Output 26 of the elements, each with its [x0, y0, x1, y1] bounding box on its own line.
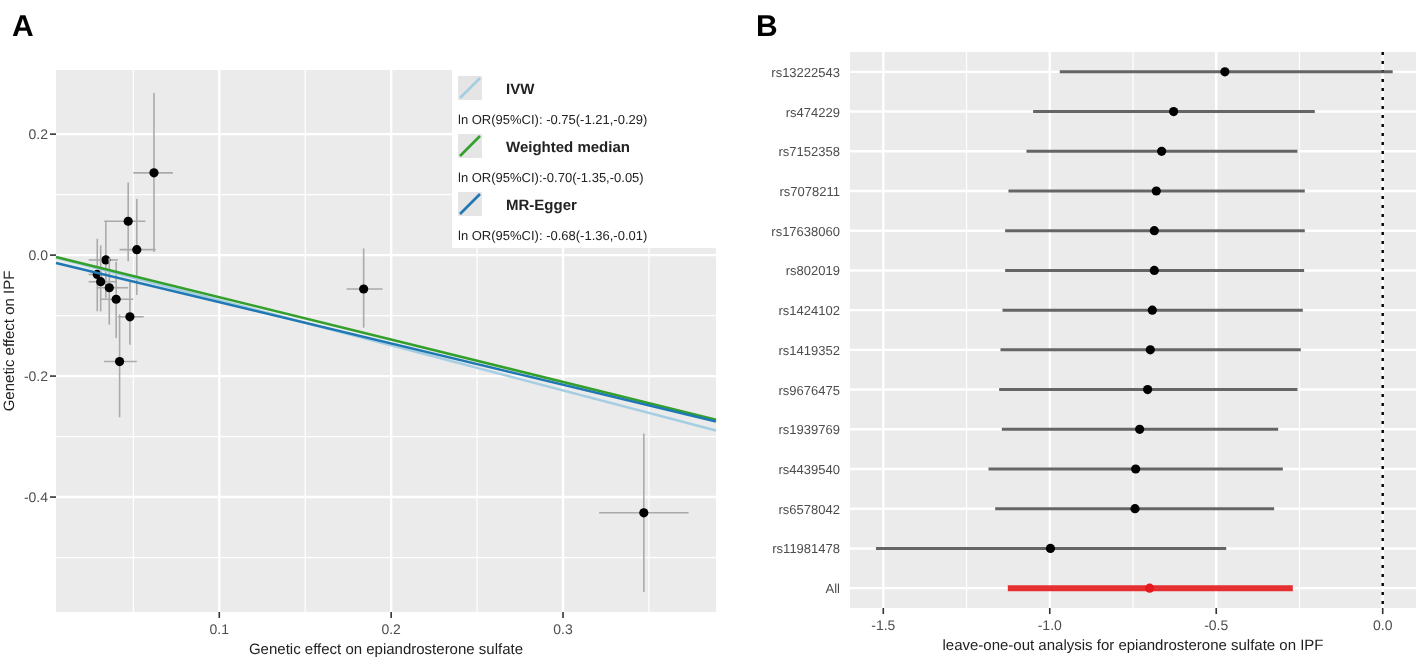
point [639, 508, 649, 518]
point [111, 294, 121, 304]
point [1157, 146, 1167, 156]
point [1143, 384, 1153, 395]
chart-title: B [756, 10, 778, 44]
point [123, 216, 133, 226]
point [1145, 583, 1155, 593]
point [359, 284, 369, 294]
point [96, 277, 106, 287]
point [132, 245, 142, 255]
point [1135, 424, 1145, 434]
point [1131, 464, 1141, 474]
point [1147, 305, 1157, 315]
point [114, 356, 125, 367]
point [1145, 345, 1155, 355]
point [1151, 186, 1161, 196]
chart-title: A [12, 10, 34, 44]
point [149, 168, 159, 178]
point [1130, 504, 1140, 514]
point [1149, 226, 1159, 236]
point [1169, 106, 1179, 117]
point [1220, 67, 1230, 77]
point [1149, 265, 1159, 276]
point [1045, 543, 1056, 554]
point [104, 283, 114, 293]
point [125, 312, 135, 322]
